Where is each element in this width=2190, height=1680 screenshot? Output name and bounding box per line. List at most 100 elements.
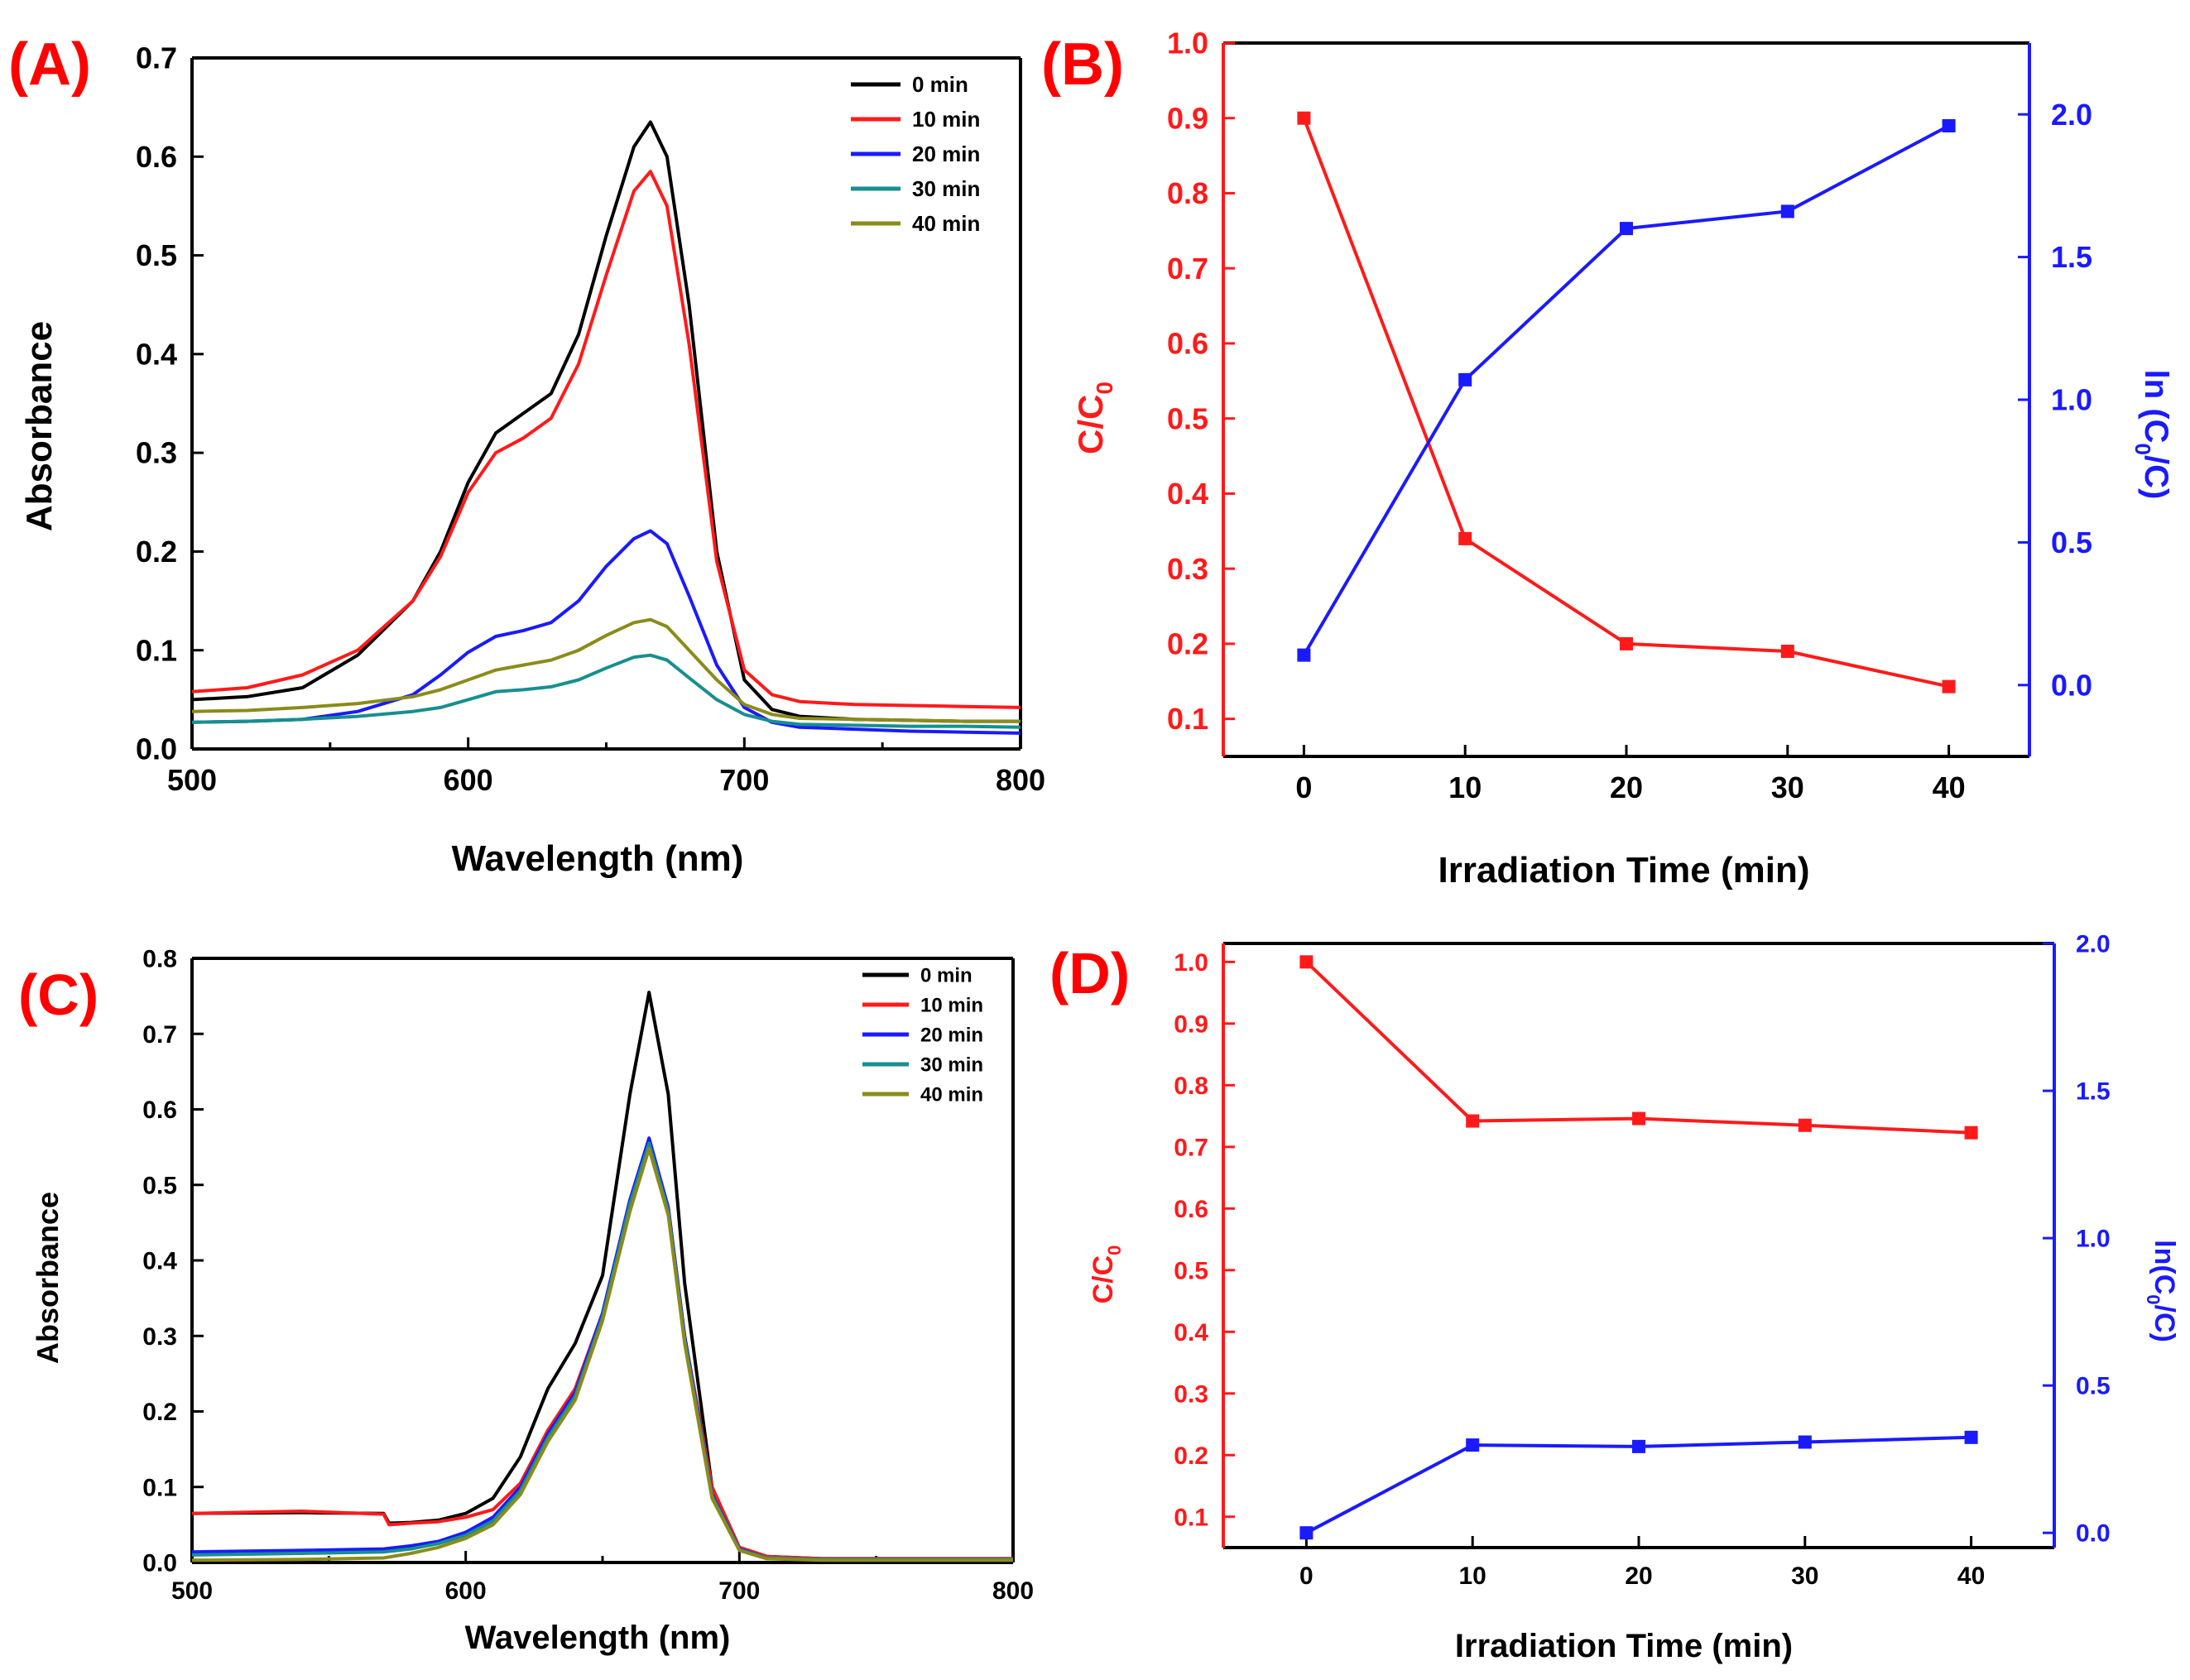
legend: 0 min 10 min 20 min 30 min 40 min (851, 72, 980, 236)
x-tick-label: 500 (167, 763, 217, 797)
panel-c-xlabel: Wavelength (nm) (465, 1620, 731, 1656)
data-point (1297, 648, 1311, 662)
x-tick-label: 800 (992, 1577, 1034, 1605)
data-point (1297, 111, 1311, 125)
y2-tick-label: 1.5 (2076, 1078, 2111, 1106)
panel-b-y2label-suffix: /C) (2138, 455, 2174, 499)
y-tick-label: 0.4 (1167, 477, 1208, 511)
panel-b-ylabel-main: C/C (1071, 395, 1110, 454)
y-tick-label: 0.3 (1167, 552, 1208, 586)
panel-3-plot: 0 10 20 30 40 0.1 0.2 0.3 0.4 0.5 0.6 0.7 0.8 0.9 1.0 0… (1174, 931, 2110, 1591)
legend-label: 20 min (920, 1024, 983, 1046)
panel-b-xlabel: Irradiation Time (min) (1438, 850, 1809, 890)
panel-a: (A) Absorbance Wavelength (nm) (8, 31, 743, 879)
legend-label: 40 min (912, 211, 980, 236)
y2-tick-label: 1.0 (2051, 383, 2092, 417)
data-point (1466, 1438, 1480, 1452)
panel-d-ylabel: C/C0 (1088, 1246, 1125, 1304)
legend-label: 40 min (920, 1083, 983, 1106)
data-point (1299, 1526, 1314, 1540)
legend-label: 30 min (912, 176, 980, 201)
legend-label: 10 min (912, 107, 980, 132)
x-tick-label: 10 (1459, 1562, 1486, 1590)
y-tick-label: 1.0 (1167, 26, 1208, 60)
y-tick-label: 0.0 (136, 732, 177, 766)
panel-d-y2label: ln(C0/C) (2143, 1240, 2180, 1342)
panel-b-y2label-sub: 0 (2130, 444, 2155, 455)
x-tick-label: 0 (1299, 1562, 1314, 1590)
x-tick-label: 20 (1625, 1562, 1652, 1590)
legend-label: 0 min (912, 72, 968, 97)
panel-d-y2label-prefix: ln(C (2149, 1240, 2180, 1294)
data-point (1620, 222, 1633, 236)
y-tick-label: 0.2 (1174, 1442, 1208, 1470)
panel-d: (D) C/C0 ln(C0/C) Irradiation Time (min) (1049, 941, 2180, 1664)
y-tick-label: 0.6 (136, 140, 177, 174)
data-point (1299, 955, 1314, 969)
panel-b-ylabel: C/C0 (1071, 382, 1117, 454)
x-tick-label: 0 (1295, 770, 1312, 804)
x-tick-label: 500 (171, 1577, 213, 1605)
data-point (1964, 1430, 1978, 1444)
y-tick-label: 0.8 (142, 946, 177, 973)
panel-1-plot: 0 10 20 30 40 0.1 0.2 0.3 0.4 0.5 0.6 0.7 0.8 0.9 1.0 0… (1167, 26, 2092, 804)
x-tick-label: 20 (1610, 770, 1643, 804)
x-tick-label: 600 (445, 1577, 487, 1605)
legend: 0 min 10 min 20 min 30 min 40 min (862, 964, 983, 1106)
y-tick-label: 0.7 (136, 41, 177, 75)
legend-label: 20 min (912, 142, 980, 166)
x-tick-label: 40 (1933, 770, 1966, 804)
y2-tick-label: 0.0 (2051, 668, 2092, 702)
panel-a-xlabel: Wavelength (nm) (452, 838, 744, 879)
data-point (1620, 636, 1633, 650)
series-line-20-min (191, 1136, 1013, 1562)
y-tick-label: 0.6 (1174, 1196, 1208, 1223)
x-tick-label: 30 (1771, 770, 1804, 804)
y-tick-label: 0.4 (136, 337, 177, 371)
y-tick-label: 0.1 (142, 1474, 177, 1501)
data-point (1632, 1111, 1645, 1126)
data-point (1458, 372, 1472, 386)
y-tick-label: 0.5 (1167, 401, 1208, 435)
data-point (1942, 679, 1956, 694)
series-line-30-min (191, 653, 1021, 729)
y-tick-label: 0.3 (1174, 1380, 1208, 1408)
panel-c: (C) Absorbance Wavelength (nm) (18, 962, 730, 1656)
panel-0-plot: 500 600 700 800 0.0 0.1 0.2 0.3 0.4 0.5 0.6 0.7 0 mi… (136, 41, 1045, 797)
series-line-0-min (191, 120, 1021, 723)
panel-b-ylabel-sub: 0 (1092, 382, 1117, 395)
y-tick-label: 0.2 (1167, 626, 1208, 660)
panel-d-ylabel-main: C/C (1088, 1255, 1119, 1304)
x-tick-label: 600 (444, 763, 493, 797)
x-tick-label: 10 (1448, 770, 1482, 804)
y-tick-label: 0.5 (1174, 1257, 1208, 1284)
data-point (1964, 1126, 1978, 1140)
series-line-40-min (191, 617, 1021, 723)
y2-tick-label: 2.0 (2076, 931, 2111, 958)
panel-a-ylabel: Absorbance (19, 321, 60, 531)
y-tick-label: 0.3 (142, 1323, 177, 1351)
legend-label: 0 min (920, 964, 973, 986)
y-tick-label: 0.1 (1174, 1504, 1208, 1531)
y2-tick-label: 2.0 (2051, 98, 2092, 132)
data-point (1632, 1439, 1645, 1453)
panel-d-ylabel-sub: 0 (1104, 1246, 1125, 1255)
panel-a-letter: (A) (8, 31, 91, 98)
panel-d-y2label-suffix: /C) (2149, 1305, 2180, 1342)
y2-tick-label: 1.0 (2076, 1226, 2111, 1253)
panel-2-plot: 500 600 700 800 0.0 0.1 0.2 0.3 0.4 0.5 0.6 0.7 0.8 0… (142, 946, 1034, 1606)
series-line-20-min (191, 529, 1021, 735)
series-line-30-min (191, 1141, 1013, 1562)
panel-c-ylabel: Absorbance (31, 1192, 65, 1364)
y-tick-label: 0.4 (142, 1248, 177, 1275)
y-tick-label: 0.3 (136, 436, 177, 470)
y-tick-label: 0.8 (1167, 176, 1208, 210)
legend-label: 10 min (920, 994, 983, 1016)
y-tick-label: 0.2 (142, 1399, 177, 1426)
y-tick-label: 0.7 (142, 1021, 177, 1049)
y-tick-label: 0.5 (142, 1172, 177, 1199)
y-tick-label: 0.9 (1174, 1010, 1208, 1038)
y2-tick-label: 0.5 (2076, 1373, 2111, 1400)
y-tick-label: 0.5 (136, 238, 177, 272)
